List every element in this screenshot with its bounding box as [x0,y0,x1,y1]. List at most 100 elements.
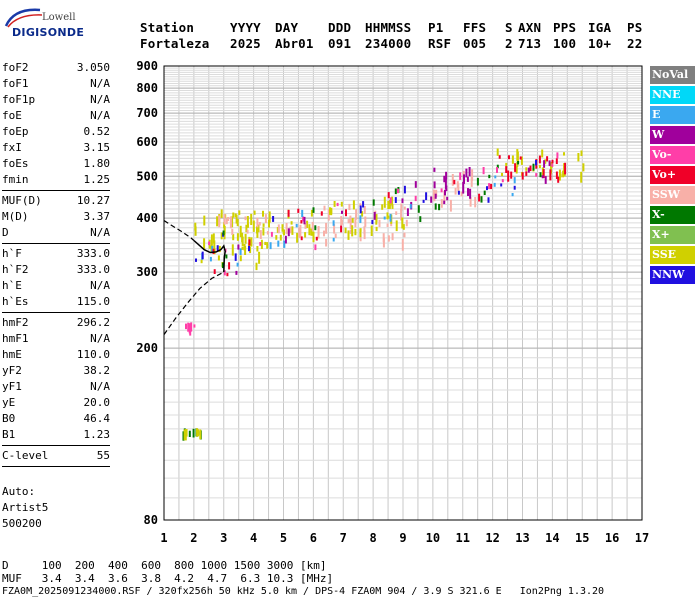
param-row: yF1 N/A [2,379,110,395]
echo-mark [457,183,460,191]
echo-mark [306,220,309,228]
y-tick-label: 300 [136,265,158,279]
echo-mark [557,176,560,183]
header-value-10: 10+ [588,36,612,51]
echo-mark [236,262,239,267]
echo-mark [332,220,335,226]
echo-mark [262,223,265,227]
echo-mark [520,156,523,165]
echo-mark [216,216,219,227]
logo-text-lowell: Lowell [42,12,76,23]
echo-mark [225,218,228,225]
file-info-row: FZA0M_2025091234000.RSF / 320fx256h 50 k… [2,586,605,597]
header-label-2: DAY [275,20,299,35]
echo-mark [327,209,330,221]
echo-mark [513,185,516,190]
param-row: C-level 55 [2,448,110,464]
param-value: 333.0 [76,247,110,260]
echo-mark [296,232,299,243]
echo-mark [541,175,544,179]
echo-mark [386,212,389,220]
echo-mark [440,188,443,193]
echo-mark [347,230,350,240]
y-tick-label: 200 [136,341,158,355]
echo-mark [246,216,249,225]
echo-mark [189,325,192,336]
param-row: h`F2 333.0 [2,262,110,278]
echo-mark [236,218,239,227]
echo-mark [391,204,394,209]
echo-mark [244,233,247,244]
x-tick-label: 8 [370,531,377,545]
echo-mark [487,197,490,203]
auto-algorithm: Artist5 [2,501,49,514]
param-name: foF1 [2,77,29,90]
param-row: fmin 1.25 [2,172,110,188]
param-row: hmF2 296.2 [2,315,110,331]
echo-mark [295,223,298,228]
echo-mark [332,237,335,242]
echo-mark [382,237,385,248]
echo-mark [397,188,399,194]
echo-mark [314,244,317,251]
echo-mark [222,230,225,236]
echo-mark [501,179,504,183]
echo-mark [434,193,437,199]
param-row: foEp 0.52 [2,124,110,140]
param-value: 38.2 [83,364,111,377]
echo-mark [401,239,404,251]
echo-mark [264,241,267,245]
echo-mark [349,219,352,230]
echo-mark [187,322,190,332]
echo-mark [498,155,501,159]
header-value-8: 713 [518,36,542,51]
echo-mark [440,199,443,208]
echo-mark [320,211,323,216]
echo-mark [516,151,519,162]
profile-trace [193,239,226,273]
echo-mark [349,230,352,234]
echo-mark [266,242,269,249]
echo-mark [511,155,514,164]
echo-mark [451,174,454,186]
y-tick-label: 600 [136,135,158,149]
echo-mark [268,211,271,223]
echo-mark [460,191,463,197]
echo-mark [361,211,364,217]
x-tick-label: 16 [605,531,619,545]
echo-mark [258,251,261,264]
header-value-0: Fortaleza [140,36,210,51]
legend-item-e: E [650,106,695,124]
param-name: foF1p [2,93,36,106]
echo-mark [577,153,580,162]
param-name: yF1 [2,380,22,393]
echo-mark [445,185,448,192]
echo-mark [194,226,197,236]
echo-mark [375,217,378,225]
param-row: h`E N/A [2,278,110,294]
echo-mark [580,171,583,183]
param-name: B1 [2,428,16,441]
echo-mark [239,225,242,238]
x-tick-label: 3 [220,531,227,545]
echo-mark [281,224,284,232]
echo-mark [275,235,278,240]
echo-mark [272,216,275,222]
x-tick-label: 2 [190,531,197,545]
x-tick-label: 14 [545,531,559,545]
echo-mark [438,203,441,211]
header-value-4: 234000 [365,36,412,51]
echo-mark [231,244,234,256]
echo-mark [208,241,211,246]
echo-mark [300,236,303,241]
echo-mark [232,212,235,218]
x-tick-label: 1 [160,531,167,545]
echo-mark [527,167,530,173]
echo-mark [471,169,474,181]
echo-mark [213,240,216,253]
echo-mark [394,188,397,195]
echo-mark [330,207,333,214]
echo-mark [231,216,234,228]
param-row: MUF(D) 10.27 [2,193,110,209]
